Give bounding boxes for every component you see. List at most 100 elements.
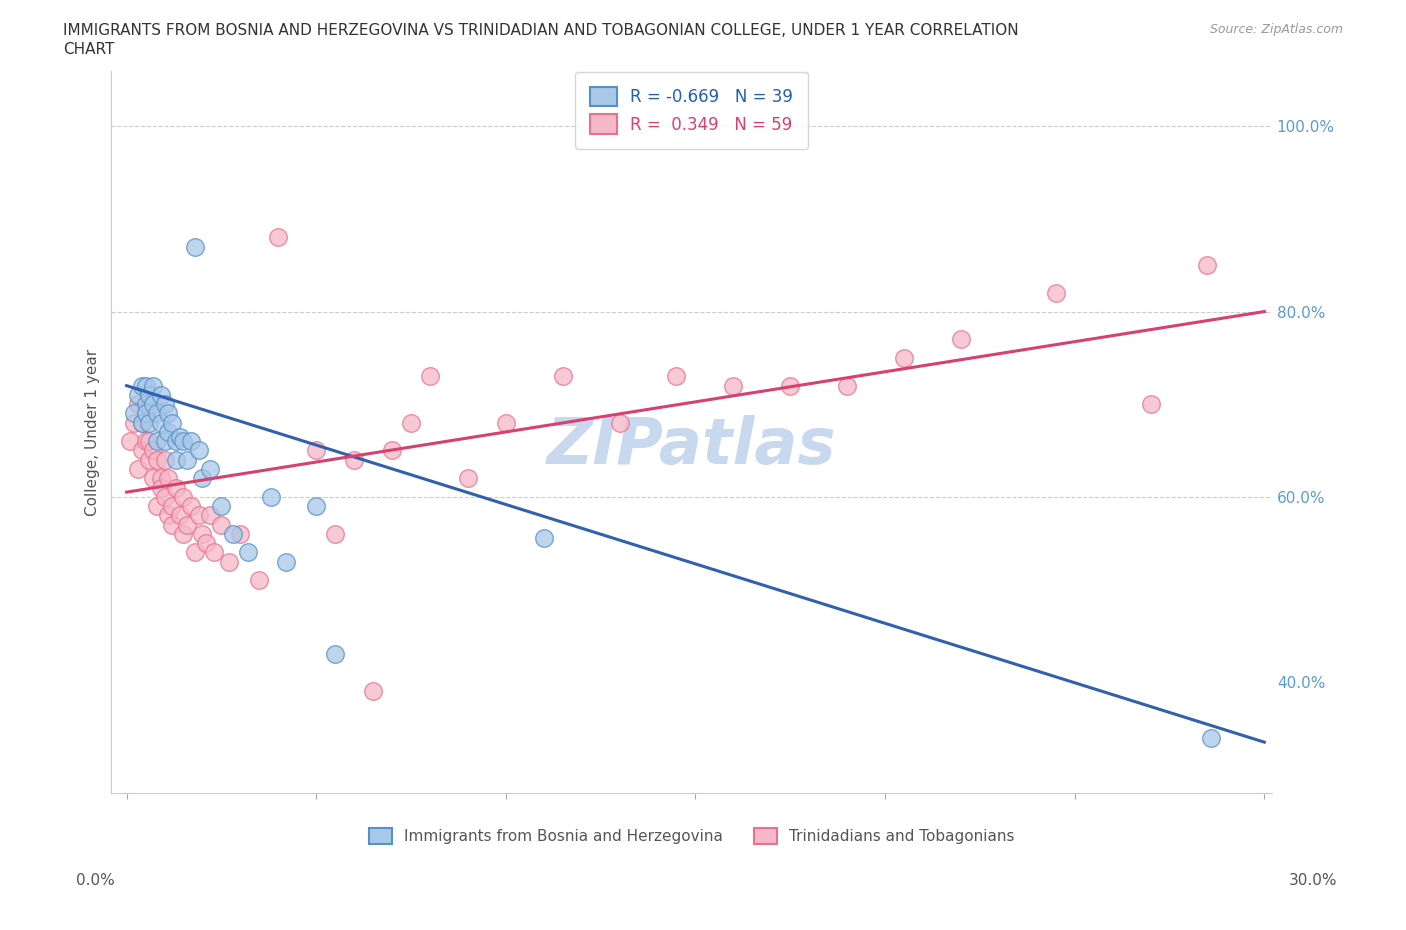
Text: CHART: CHART	[63, 42, 115, 57]
Point	[127, 397, 149, 412]
Point	[198, 508, 221, 523]
Point	[323, 526, 346, 541]
Point	[149, 415, 172, 430]
Point	[138, 388, 160, 403]
Point	[274, 554, 297, 569]
Point	[160, 517, 183, 532]
Text: IMMIGRANTS FROM BOSNIA AND HERZEGOVINA VS TRINIDADIAN AND TOBAGONIAN COLLEGE, UN: IMMIGRANTS FROM BOSNIA AND HERZEGOVINA V…	[63, 23, 1019, 38]
Point	[153, 397, 176, 412]
Point	[172, 433, 194, 448]
Point	[949, 332, 972, 347]
Point	[457, 471, 479, 485]
Point	[157, 508, 180, 523]
Point	[146, 498, 169, 513]
Point	[1045, 286, 1067, 300]
Text: ZIPatlas: ZIPatlas	[547, 416, 837, 477]
Point	[1199, 730, 1222, 745]
Point	[120, 433, 142, 448]
Point	[209, 498, 232, 513]
Point	[218, 554, 240, 569]
Point	[779, 379, 801, 393]
Point	[135, 433, 157, 448]
Point	[172, 489, 194, 504]
Point	[131, 415, 153, 430]
Point	[176, 517, 198, 532]
Point	[305, 498, 328, 513]
Point	[153, 452, 176, 467]
Point	[187, 443, 209, 458]
Point	[153, 433, 176, 448]
Point	[138, 433, 160, 448]
Point	[323, 646, 346, 661]
Point	[723, 379, 745, 393]
Point	[180, 498, 202, 513]
Point	[131, 415, 153, 430]
Point	[146, 406, 169, 421]
Point	[495, 415, 517, 430]
Point	[187, 508, 209, 523]
Point	[180, 433, 202, 448]
Point	[198, 461, 221, 476]
Point	[381, 443, 404, 458]
Point	[1197, 258, 1219, 272]
Point	[609, 415, 631, 430]
Point	[665, 369, 688, 384]
Point	[837, 379, 859, 393]
Point	[172, 526, 194, 541]
Point	[153, 489, 176, 504]
Point	[131, 379, 153, 393]
Point	[184, 545, 207, 560]
Point	[157, 471, 180, 485]
Point	[131, 443, 153, 458]
Point	[305, 443, 328, 458]
Point	[149, 480, 172, 495]
Point	[157, 424, 180, 439]
Point	[229, 526, 252, 541]
Point	[267, 230, 290, 245]
Text: 30.0%: 30.0%	[1289, 873, 1337, 888]
Text: Source: ZipAtlas.com: Source: ZipAtlas.com	[1209, 23, 1343, 36]
Text: 0.0%: 0.0%	[76, 873, 115, 888]
Point	[122, 415, 145, 430]
Point	[191, 471, 214, 485]
Point	[184, 239, 207, 254]
Point	[165, 452, 187, 467]
Point	[236, 545, 259, 560]
Point	[160, 415, 183, 430]
Point	[135, 397, 157, 412]
Point	[127, 461, 149, 476]
Point	[222, 526, 245, 541]
Point	[142, 471, 165, 485]
Point	[142, 397, 165, 412]
Point	[1139, 397, 1161, 412]
Point	[138, 415, 160, 430]
Point	[160, 498, 183, 513]
Point	[361, 684, 384, 698]
Point	[135, 379, 157, 393]
Point	[138, 452, 160, 467]
Point	[169, 508, 191, 523]
Point	[176, 452, 198, 467]
Point	[893, 351, 915, 365]
Point	[127, 388, 149, 403]
Point	[169, 429, 191, 444]
Point	[157, 406, 180, 421]
Point	[209, 517, 232, 532]
Point	[247, 573, 270, 588]
Legend: Immigrants from Bosnia and Herzegovina, Trinidadians and Tobagonians: Immigrants from Bosnia and Herzegovina, …	[363, 822, 1021, 850]
Point	[551, 369, 574, 384]
Point	[260, 489, 283, 504]
Point	[195, 536, 218, 551]
Point	[533, 531, 555, 546]
Point	[135, 406, 157, 421]
Y-axis label: College, Under 1 year: College, Under 1 year	[86, 349, 100, 515]
Point	[149, 471, 172, 485]
Point	[146, 452, 169, 467]
Point	[165, 433, 187, 448]
Point	[146, 433, 169, 448]
Point	[122, 406, 145, 421]
Point	[399, 415, 422, 430]
Point	[142, 443, 165, 458]
Point	[135, 406, 157, 421]
Point	[343, 452, 366, 467]
